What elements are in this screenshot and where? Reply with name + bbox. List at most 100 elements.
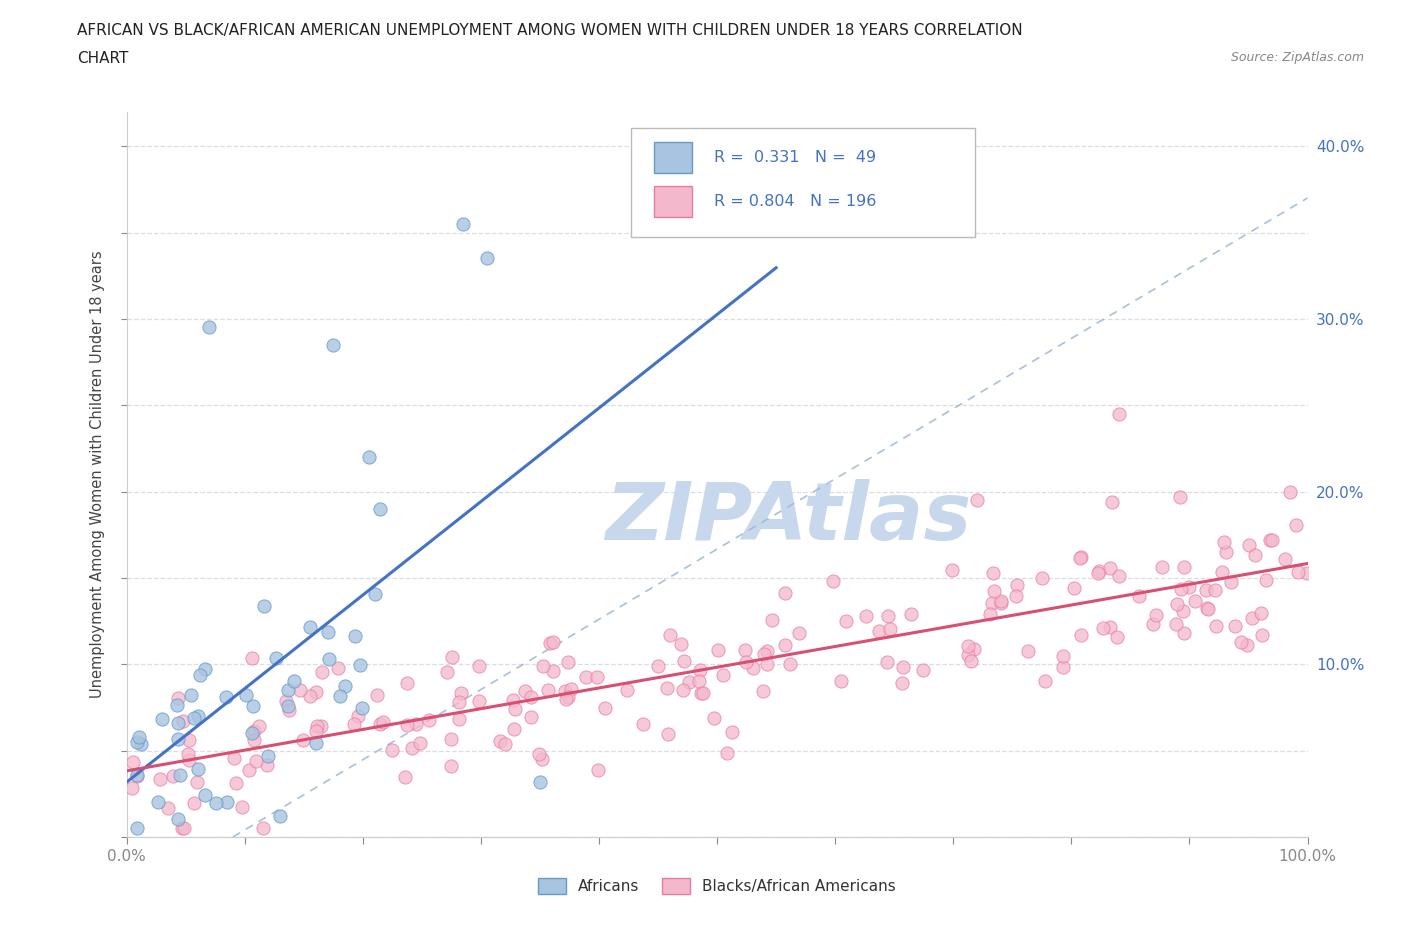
Point <box>531 658 554 673</box>
Point <box>240 725 263 740</box>
Point <box>900 606 922 621</box>
Point <box>1099 560 1122 575</box>
Point <box>204 795 226 810</box>
Point <box>266 650 288 665</box>
Point <box>447 711 470 726</box>
Point <box>150 711 173 726</box>
Point <box>1108 406 1130 421</box>
Point <box>1204 582 1226 597</box>
Point <box>688 674 710 689</box>
Point <box>1031 570 1053 585</box>
Point <box>575 670 598 684</box>
Point <box>868 623 890 638</box>
Point <box>1212 534 1234 549</box>
Point <box>173 821 195 836</box>
Point <box>305 735 328 750</box>
Point <box>1258 533 1281 548</box>
Point <box>1069 550 1091 565</box>
Point <box>1195 583 1218 598</box>
Point <box>554 684 576 698</box>
Point <box>1220 575 1243 590</box>
Point <box>299 689 322 704</box>
Point <box>188 668 211 683</box>
Point <box>172 713 194 728</box>
Point <box>166 812 188 827</box>
Point <box>755 657 778 671</box>
Point <box>468 694 491 709</box>
Point <box>752 646 775 661</box>
Point <box>672 653 695 668</box>
Point <box>963 642 986 657</box>
Point <box>326 660 349 675</box>
Point <box>1017 644 1039 658</box>
Point <box>911 662 934 677</box>
Point <box>983 565 1005 580</box>
Point <box>343 629 366 644</box>
Point <box>616 683 638 698</box>
Point <box>678 674 700 689</box>
Point <box>1251 628 1274 643</box>
Y-axis label: Unemployment Among Women with Children Under 18 years: Unemployment Among Women with Children U… <box>90 250 105 698</box>
Point <box>1170 582 1192 597</box>
Point <box>787 626 810 641</box>
Point <box>1197 601 1219 616</box>
Point <box>1033 673 1056 688</box>
Point <box>1052 648 1074 663</box>
Point <box>125 768 148 783</box>
Point <box>1215 545 1237 560</box>
Point <box>450 685 472 700</box>
Point <box>1173 626 1195 641</box>
Point <box>557 655 579 670</box>
Point <box>311 665 333 680</box>
Bar <box>654 186 692 217</box>
Point <box>502 692 524 707</box>
Point <box>366 687 388 702</box>
Point <box>149 771 172 786</box>
Point <box>752 684 775 698</box>
Point <box>1087 564 1109 578</box>
Point <box>554 692 576 707</box>
Point <box>1197 600 1219 615</box>
Point <box>983 584 1005 599</box>
Point <box>318 652 340 667</box>
Point <box>183 711 205 725</box>
Point <box>966 493 988 508</box>
Point <box>488 734 510 749</box>
Point <box>586 670 609 684</box>
Point <box>283 673 305 688</box>
Point <box>529 775 551 790</box>
Point <box>277 698 299 713</box>
Point <box>318 625 340 640</box>
Point <box>350 701 373 716</box>
Point <box>1107 629 1129 644</box>
Point <box>215 689 238 704</box>
Point <box>278 703 301 718</box>
Point <box>242 698 264 713</box>
Point <box>773 585 796 600</box>
Point <box>891 675 914 690</box>
Legend: Africans, Blacks/African Americans: Africans, Blacks/African Americans <box>530 870 904 902</box>
Point <box>162 769 184 784</box>
Point <box>876 655 898 670</box>
Point <box>1274 551 1296 566</box>
Point <box>1099 620 1122 635</box>
Point <box>177 752 200 767</box>
Point <box>1223 618 1246 633</box>
Point <box>274 693 297 708</box>
Point <box>1243 548 1265 563</box>
Point <box>1260 533 1282 548</box>
Point <box>291 733 314 748</box>
Point <box>1150 560 1173 575</box>
Point <box>835 614 858 629</box>
Point <box>541 634 564 649</box>
Point <box>242 733 264 748</box>
Point <box>1005 578 1028 592</box>
Point <box>224 751 246 765</box>
Point <box>1250 605 1272 620</box>
Point <box>657 726 679 741</box>
Point <box>247 718 270 733</box>
Point <box>734 643 756 658</box>
Point <box>177 733 200 748</box>
Point <box>269 809 291 824</box>
Point <box>823 573 845 588</box>
